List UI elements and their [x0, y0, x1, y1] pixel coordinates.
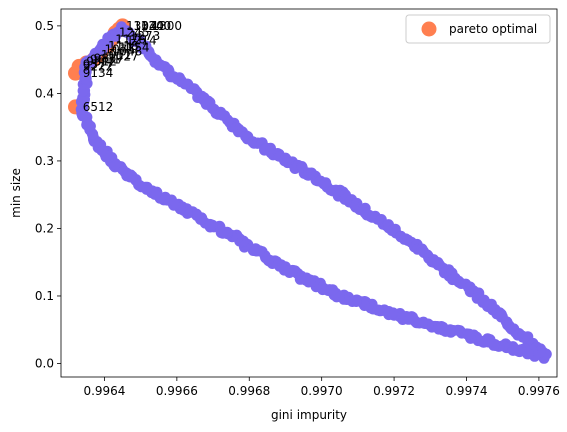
point-annotation: 1027 [108, 49, 139, 63]
point-annotation: 1300 [152, 19, 183, 33]
y-tick-label: 0.4 [35, 86, 54, 100]
point-annotation: 1304 [126, 19, 157, 33]
point-annotation: 1048 [112, 45, 143, 59]
point-annotation: 1118 [108, 39, 139, 53]
legend-box [405, 14, 551, 44]
x-tick-label: 0.9970 [301, 384, 343, 398]
point-annotation: 9134 [83, 66, 114, 80]
x-tick-label: 0.9968 [228, 384, 270, 398]
annotations-layer: 6512 9134 13041320134013001245127311761214… [83, 19, 182, 114]
y-tick-label: 0.5 [35, 19, 54, 33]
plot-frame [60, 8, 558, 378]
legend: pareto optimal [405, 14, 551, 44]
legend-marker [421, 21, 437, 37]
x-tick-label: 0.9976 [518, 384, 560, 398]
point-annotation: 1214 [126, 34, 157, 48]
point-annotation: 1273 [130, 29, 161, 43]
legend-label: pareto optimal [449, 22, 537, 36]
x-tick-label: 0.9966 [156, 384, 198, 398]
x-tick-label: 0.9974 [445, 384, 487, 398]
y-axis-ticks: 0.0 0.1 0.2 0.3 0.4 0.5 [35, 19, 61, 370]
point-annotation: 9222 [83, 59, 114, 73]
y-tick-label: 0.1 [35, 289, 54, 303]
data-point [76, 108, 88, 120]
x-axis-ticks: 0.9964 0.9966 0.9968 0.9970 0.9972 0.9974 0.99… [83, 377, 560, 398]
point-annotation: 1176 [115, 32, 146, 46]
point-annotation: 6512 [83, 100, 114, 114]
y-tick-label: 0.2 [35, 221, 54, 235]
y-tick-label: 0.3 [35, 154, 54, 168]
points-layer [67, 18, 552, 364]
point-annotation: 9377 [83, 57, 114, 71]
point-annotation: 9651 [90, 53, 121, 67]
point-annotation: 1340 [141, 19, 172, 33]
point-annotation: 1154 [119, 40, 150, 54]
point-annotation: 9817 [94, 51, 125, 65]
point-annotation: 1075 [104, 43, 135, 57]
point-annotation: 1245 [119, 26, 150, 40]
x-tick-label: 0.9964 [83, 384, 125, 398]
y-tick-label: 0.0 [35, 356, 54, 370]
x-tick-label: 0.9972 [373, 384, 415, 398]
x-axis-label: gini impurity [271, 408, 347, 422]
y-axis-label: min size [9, 168, 23, 218]
point-annotation: 1320 [133, 19, 164, 33]
point-annotation: 9512 [86, 55, 117, 69]
pareto-point [67, 65, 83, 81]
point-annotation: 1011 [101, 48, 132, 62]
